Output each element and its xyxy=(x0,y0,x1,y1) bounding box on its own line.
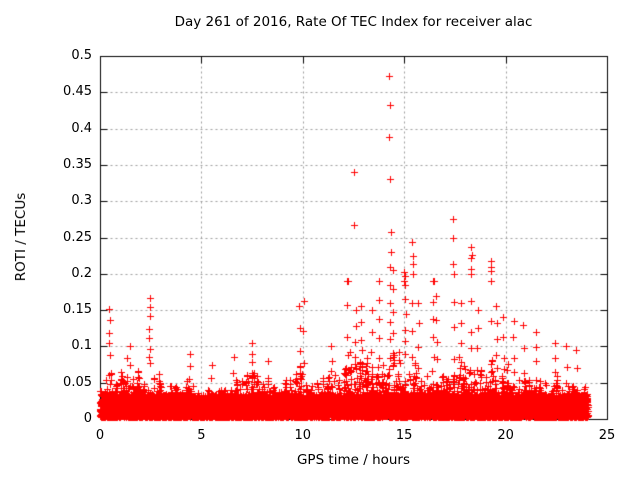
x-tick-label: 0 xyxy=(95,428,105,443)
y-tick-label: 0.05 xyxy=(63,374,92,390)
x-tick-label: 5 xyxy=(197,428,206,443)
y-axis-label: ROTI / TECUs xyxy=(13,192,29,282)
x-tick-label: 15 xyxy=(395,428,413,443)
y-tick-label: 0.45 xyxy=(63,84,92,100)
x-axis-label: GPS time / hours xyxy=(296,452,411,468)
x-tick-label: 10 xyxy=(294,428,312,443)
y-tick-label: 0.35 xyxy=(63,156,92,172)
chart-title: Day 261 of 2016, Rate Of TEC Index for r… xyxy=(174,14,533,30)
y-tick-label: 0.15 xyxy=(63,302,92,318)
y-tick-label: 0.1 xyxy=(71,338,92,354)
y-tick-label: 0 xyxy=(83,411,92,426)
y-tick-label: 0.2 xyxy=(71,265,92,281)
y-tick-label: 0.25 xyxy=(63,229,92,245)
y-tick-label: 0.4 xyxy=(71,120,92,136)
y-tick-label: 0.5 xyxy=(71,48,92,63)
y-tick-label: 0.3 xyxy=(71,193,92,209)
x-tick-label: 25 xyxy=(598,428,616,443)
x-tick-label: 20 xyxy=(497,428,514,443)
